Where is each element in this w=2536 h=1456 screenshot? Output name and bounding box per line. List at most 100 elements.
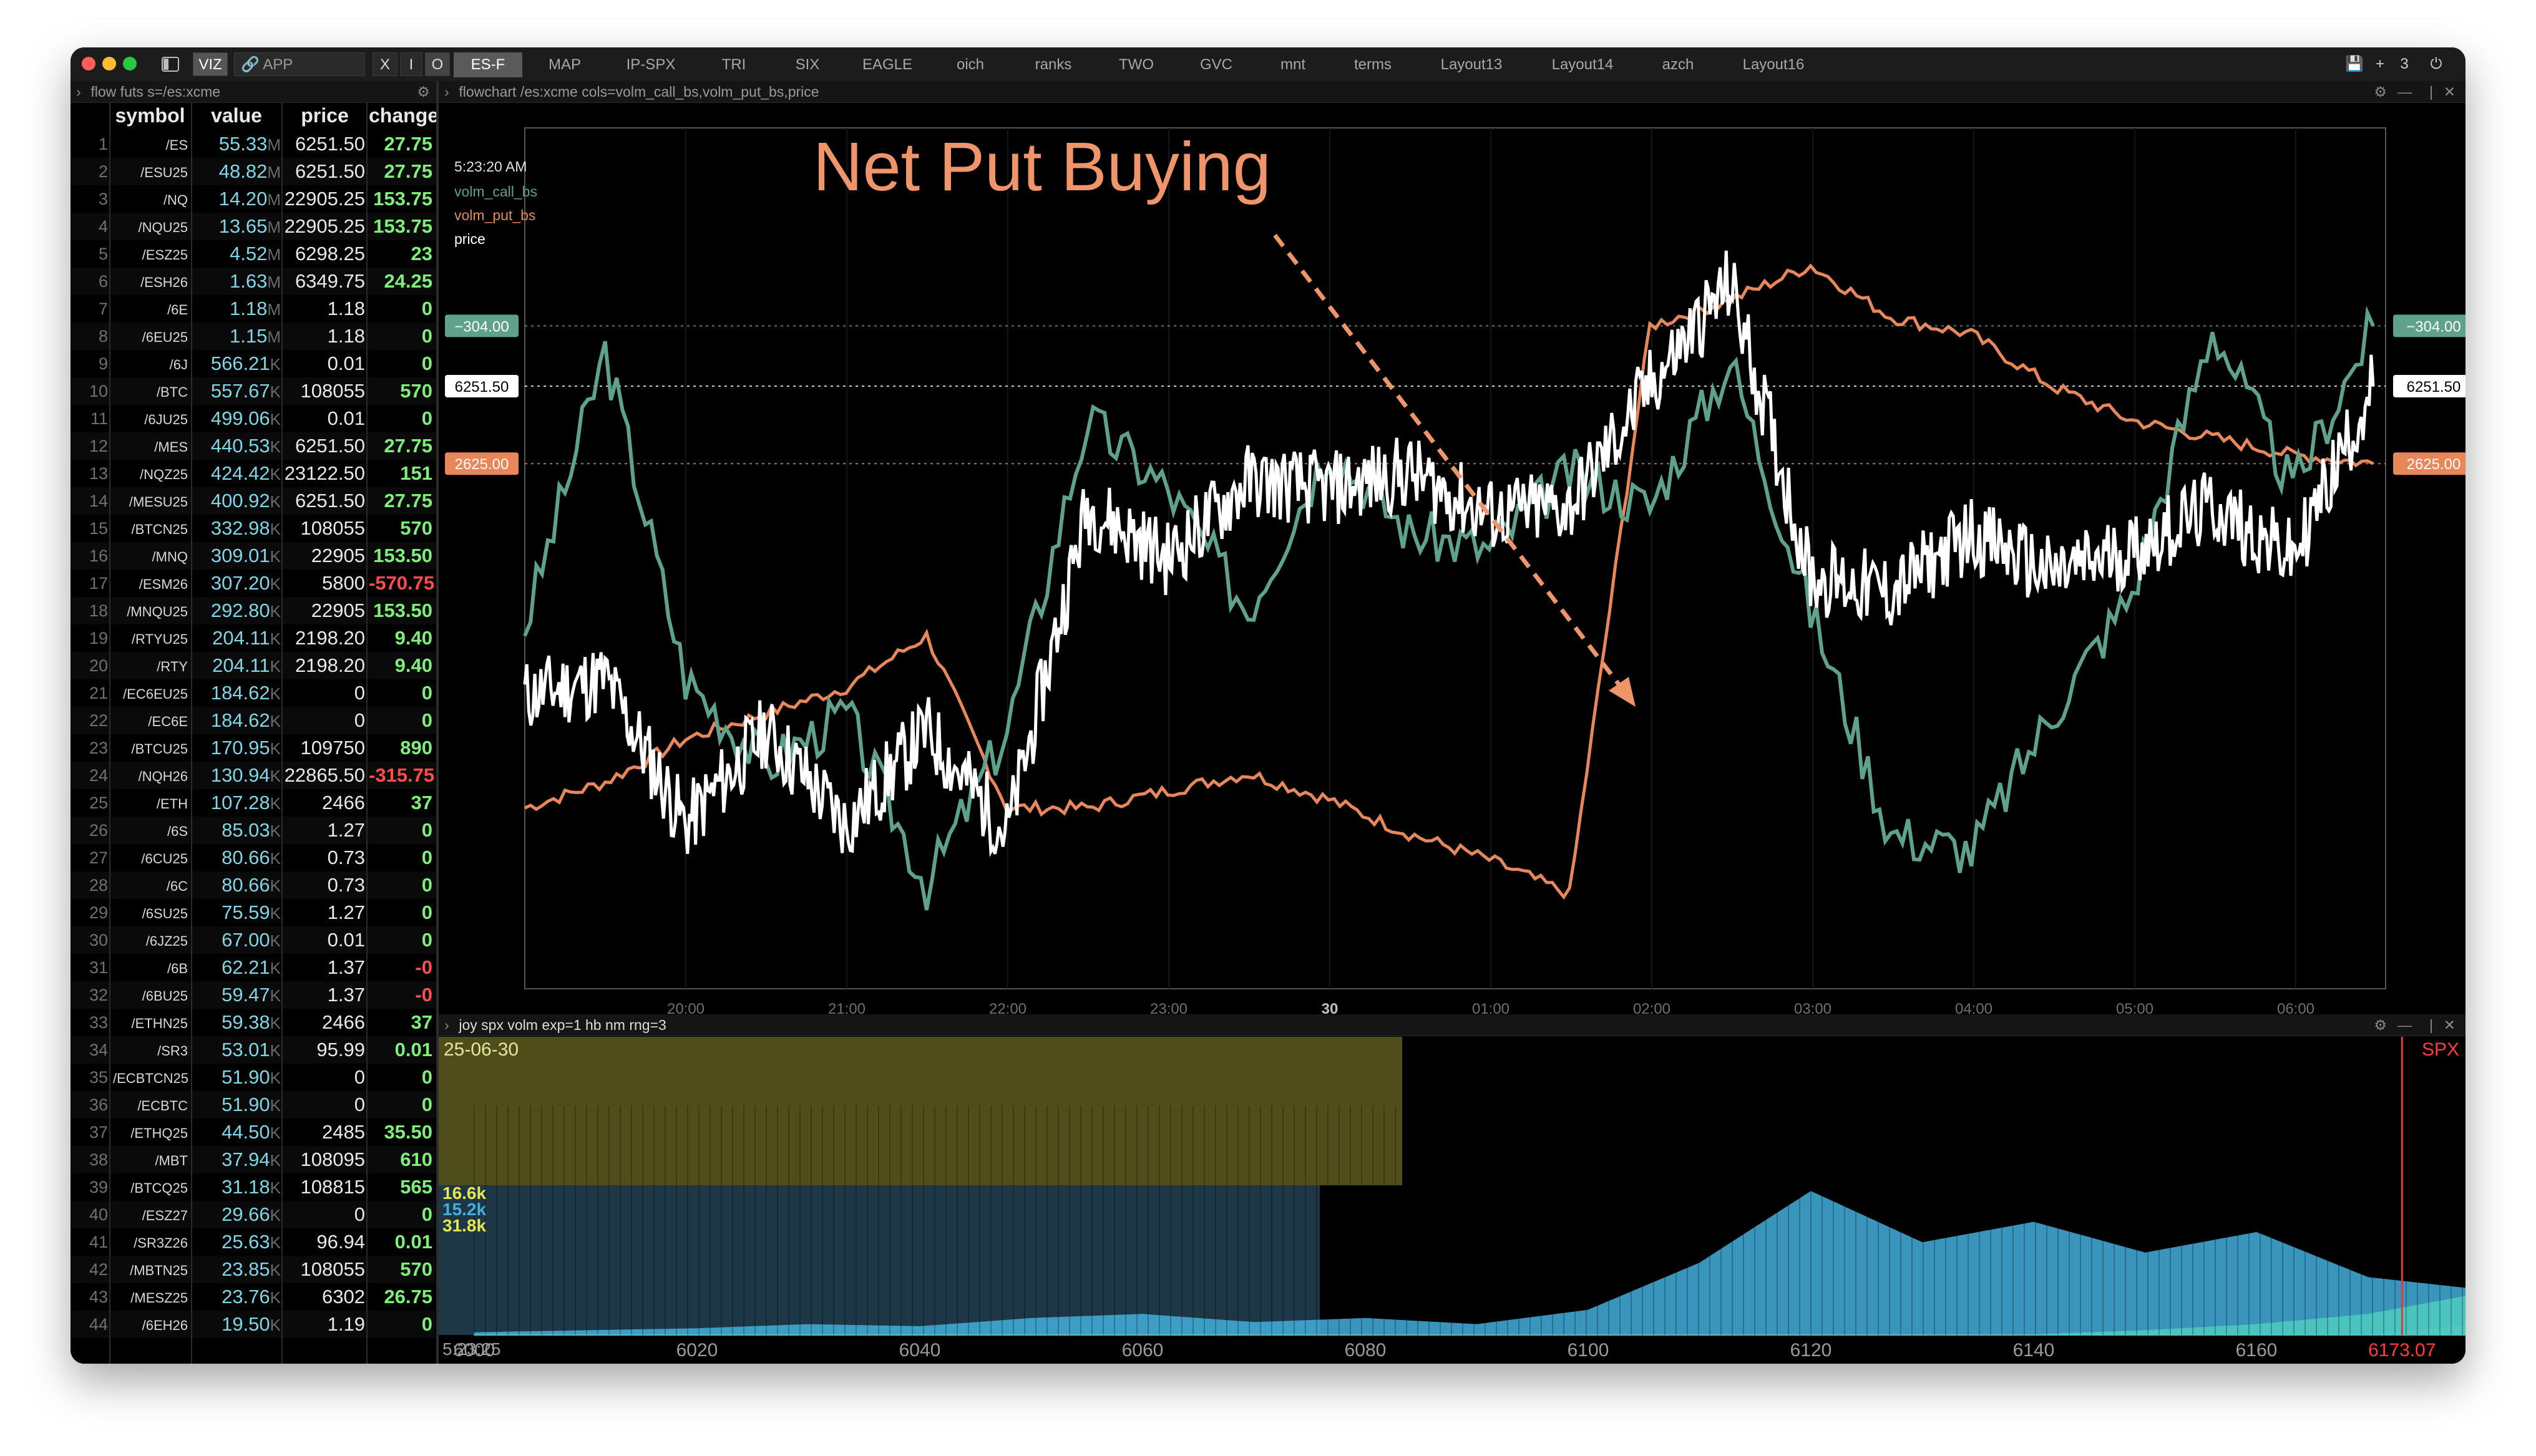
zoom-window-button[interactable] (123, 57, 137, 70)
close-panel-icon[interactable]: ✕ (2443, 1017, 2456, 1033)
table-row[interactable]: 31/6B 62.21K 1.37 -0 (71, 954, 436, 981)
table-row[interactable]: 7/6E 1.18M 1.18 0 (71, 295, 436, 323)
table-row[interactable]: 30/6JZ25 67.00K 0.01 0 (71, 926, 436, 954)
gear-icon[interactable]: ⚙ (2374, 84, 2387, 100)
change-cell: 27.75 (384, 435, 432, 457)
i-button[interactable]: I (400, 52, 422, 76)
table-row[interactable]: 16/MNQ 309.01K 22905 153.50 (71, 542, 436, 570)
save-icon[interactable]: 💾 (2345, 56, 2364, 72)
chevron-right-icon[interactable]: › (76, 84, 81, 100)
table-row[interactable]: 3/NQ 14.20M 22905.25 153.75 (71, 185, 436, 213)
table-row[interactable]: 34/SR3 53.01K 95.99 0.01 (71, 1036, 436, 1064)
table-row[interactable]: 17/ESM26 307.20K 5800 -570.75 (71, 570, 436, 597)
table-row[interactable]: 37/ETHQ25 44.50K 2485 35.50 (71, 1119, 436, 1146)
tab-two[interactable]: TWO (1119, 56, 1154, 73)
table-row[interactable]: 44/6EH26 19.50K 1.19 0 (71, 1311, 436, 1338)
axis-badge-right (2393, 314, 2465, 337)
tab-ip-spx[interactable]: IP-SPX (626, 56, 676, 73)
change-cell: 26.75 (384, 1286, 432, 1308)
flowchart-query[interactable]: flowchart /es:xcme cols=volm_call_bs,vol… (459, 84, 819, 100)
left-panel-query[interactable]: flow futs s=/es:xcme (90, 84, 221, 100)
series-line-volm-call-bs (523, 305, 2375, 911)
close-window-button[interactable] (82, 57, 95, 70)
table-row[interactable]: 33/ETHN25 59.38K 2466 37 (71, 1009, 436, 1036)
tab-six[interactable]: SIX (795, 56, 820, 73)
table-row[interactable]: 27/6CU25 80.66K 0.73 0 (71, 844, 436, 871)
power-icon[interactable]: ⏻ (2430, 56, 2442, 72)
tab-map[interactable]: MAP (548, 56, 581, 73)
table-row[interactable]: 42/MBTN25 23.85K 108055 570 (71, 1256, 436, 1283)
table-row[interactable]: 22/EC6E 184.62K 0 0 (71, 707, 436, 734)
tab-layout16[interactable]: Layout16 (1742, 56, 1805, 73)
table-row[interactable]: 12/MES 440.53K 6251.50 27.75 (71, 432, 436, 460)
minimize-window-button[interactable] (102, 57, 116, 70)
table-row[interactable]: 41/SR3Z26 25.63K 96.94 0.01 (71, 1228, 436, 1256)
table-row[interactable]: 15/BTCN25 332.98K 108055 570 (71, 515, 436, 542)
table-row[interactable]: 26/6S 85.03K 1.27 0 (71, 817, 436, 844)
viz-button[interactable]: VIZ (193, 52, 228, 76)
table-row[interactable]: 23/BTCU25 170.95K 109750 890 (71, 734, 436, 762)
sidebar-toggle-icon[interactable] (159, 47, 182, 81)
split-panel-icon[interactable]: | (2429, 84, 2433, 100)
split-panel-icon[interactable]: | (2429, 1017, 2433, 1033)
tab-es-f[interactable]: ES-F (454, 52, 522, 77)
flowchart-plot[interactable]: 20:00 21:00 22:00 23:00 30 01:00 02:00 03:00 04:… (439, 103, 2465, 1036)
col-header-value[interactable]: value (211, 104, 262, 127)
minimize-panel-icon[interactable]: — (2397, 1017, 2412, 1033)
table-row[interactable]: 6/ESH26 1.63M 6349.75 24.25 (71, 268, 436, 295)
value-cell: 332.98K (192, 515, 281, 542)
o-button[interactable]: O (425, 52, 450, 76)
chevron-right-icon[interactable]: › (444, 84, 449, 100)
col-header-change[interactable]: change (369, 104, 439, 127)
table-row[interactable]: 8/6EU25 1.15M 1.18 0 (71, 323, 436, 350)
tab-eagle[interactable]: EAGLE (862, 56, 913, 73)
table-row[interactable]: 36/ECBTC 51.90K 0 0 (71, 1091, 436, 1119)
col-header-symbol[interactable]: symbol (115, 104, 185, 127)
panel-splitter[interactable] (436, 81, 439, 1364)
table-row[interactable]: 2/ESU25 48.82M 6251.50 27.75 (71, 158, 436, 185)
table-row[interactable]: 35/ECBTCN25 51.90K 0 0 (71, 1064, 436, 1091)
table-row[interactable]: 14/MESU25 400.92K 6251.50 27.75 (71, 487, 436, 515)
tab-terms[interactable]: terms (1354, 56, 1392, 73)
table-row[interactable]: 11/6JU25 499.06K 0.01 0 (71, 405, 436, 432)
tab-azch[interactable]: azch (1662, 56, 1694, 73)
table-row[interactable]: 19/RTYU25 204.11K 2198.20 9.40 (71, 624, 436, 652)
x-button[interactable]: X (373, 52, 397, 76)
gear-icon[interactable]: ⚙ (2374, 1017, 2387, 1033)
col-header-price[interactable]: price (301, 104, 349, 127)
close-panel-icon[interactable]: ✕ (2443, 84, 2456, 100)
table-row[interactable]: 43/MESZ25 23.76K 6302 26.75 (71, 1283, 436, 1311)
row-index: 44 (89, 1315, 108, 1334)
table-row[interactable]: 21/EC6EU25 184.62K 0 0 (71, 679, 436, 707)
table-row[interactable]: 38/MBT 37.94K 108095 610 (71, 1146, 436, 1173)
table-row[interactable]: 28/6C 80.66K 0.73 0 (71, 871, 436, 899)
table-row[interactable]: 29/6SU25 75.59K 1.27 0 (71, 899, 436, 926)
table-row[interactable]: 5/ESZ25 4.52M 6298.25 23 (71, 240, 436, 268)
tab-mnt[interactable]: mnt (1280, 56, 1305, 73)
table-row[interactable]: 4/NQU25 13.65M 22905.25 153.75 (71, 213, 436, 240)
table-row[interactable]: 1/ES 55.33M 6251.50 27.75 (71, 130, 436, 158)
table-row[interactable]: 20/RTY 204.11K 2198.20 9.40 (71, 652, 436, 679)
app-selector[interactable]: 🔗 APP (234, 52, 365, 76)
table-row[interactable]: 39/BTCQ25 31.18K 108815 565 (71, 1173, 436, 1201)
table-row[interactable]: 10/BTC 557.67K 108055 570 (71, 377, 436, 405)
table-row[interactable]: 24/NQH26 130.94K 22865.50 -315.75 (71, 762, 436, 789)
minimize-panel-icon[interactable]: — (2397, 84, 2412, 100)
table-row[interactable]: 18/MNQU25 292.80K 22905 153.50 (71, 597, 436, 624)
tab-layout14[interactable]: Layout14 (1551, 56, 1614, 73)
add-tab-button[interactable]: + (2375, 56, 2384, 72)
joy-query[interactable]: joy spx volm exp=1 hb nm rng=3 (459, 1017, 666, 1033)
tab-gvc[interactable]: GVC (1199, 56, 1232, 73)
tab-oich[interactable]: oich (956, 56, 985, 73)
table-row[interactable]: 13/NQZ25 424.42K 23122.50 151 (71, 460, 436, 487)
table-row[interactable]: 9/6J 566.21K 0.01 0 (71, 350, 436, 377)
table-row[interactable]: 40/ESZ27 29.66K 0 0 (71, 1201, 436, 1228)
tab-tri[interactable]: TRI (721, 56, 746, 73)
chevron-right-icon[interactable]: › (444, 1017, 449, 1033)
tab-ranks[interactable]: ranks (1035, 56, 1072, 73)
table-row[interactable]: 32/6BU25 59.47K 1.37 -0 (71, 981, 436, 1009)
table-row[interactable]: 25/ETH 107.28K 2466 37 (71, 789, 436, 817)
tab-layout13[interactable]: Layout13 (1440, 56, 1503, 73)
gear-icon[interactable]: ⚙ (417, 84, 430, 100)
